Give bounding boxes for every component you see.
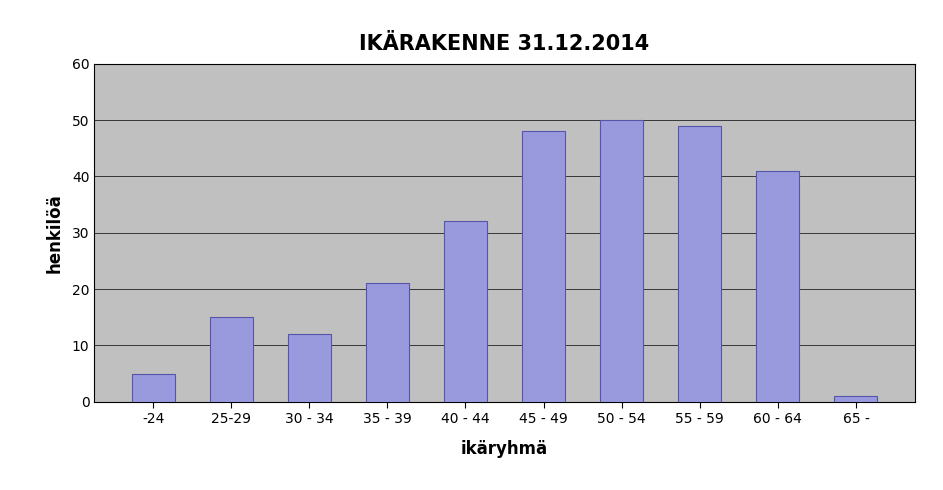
X-axis label: ikäryhmä: ikäryhmä [461,440,548,458]
Bar [522,131,565,402]
Bar [756,171,800,402]
Bar [209,318,253,402]
Title: IKÄRAKENNE 31.12.2014: IKÄRAKENNE 31.12.2014 [359,34,650,54]
Bar [444,221,487,402]
Bar [835,396,877,402]
Y-axis label: henkilöä: henkilöä [45,193,63,272]
Bar [132,373,174,402]
Bar [288,334,331,402]
Bar [600,120,643,402]
Bar [366,283,409,402]
Bar [678,125,721,402]
